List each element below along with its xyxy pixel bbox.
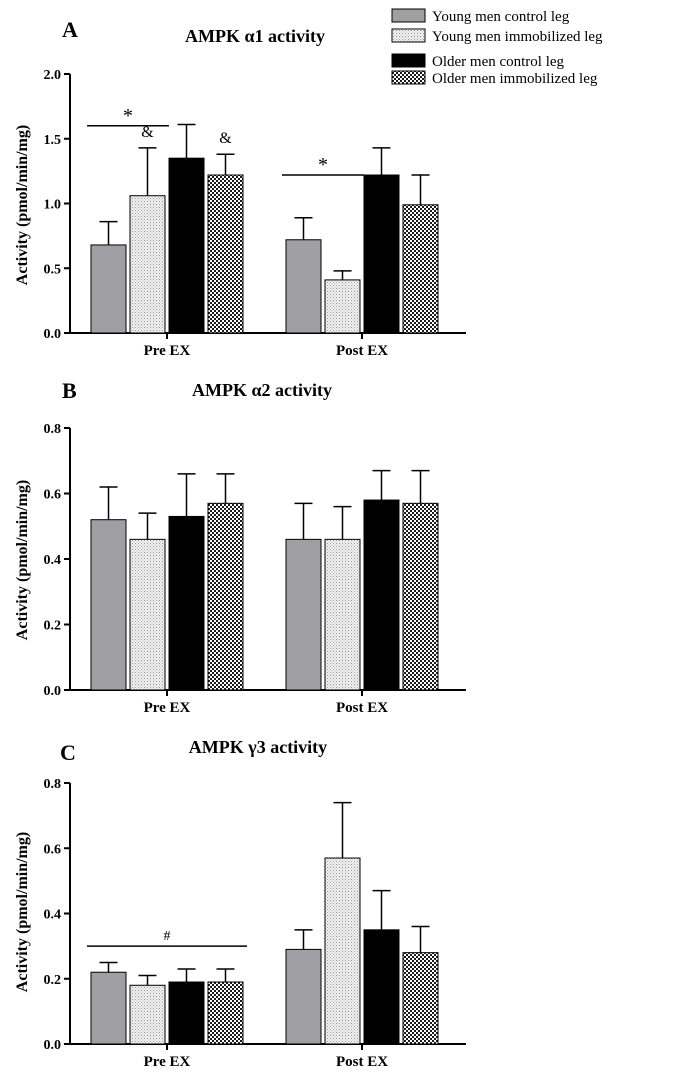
bar: [129, 984, 166, 1045]
x-tick-label: Pre EX: [144, 700, 191, 716]
legend-label-older-immobilized: Older men immobilized leg: [432, 71, 598, 87]
panel-c-letter: C: [60, 740, 76, 765]
x-tick-label: Post EX: [336, 700, 388, 716]
bar: [90, 971, 127, 1045]
bar: [285, 239, 322, 334]
bar: [168, 157, 205, 334]
y-tick-label: 0.6: [44, 488, 62, 503]
bar: [207, 981, 244, 1045]
bar: [402, 952, 439, 1045]
significance-symbol: *: [318, 154, 328, 176]
significance-symbol: &: [141, 124, 154, 141]
panel-a-ylabel: Activity (pmol/min/mg): [14, 125, 31, 285]
y-tick-label: 1.5: [44, 133, 62, 148]
bar: [168, 515, 205, 691]
y-tick-label: 0.8: [44, 777, 62, 792]
y-tick-label: 0.5: [44, 262, 62, 277]
legend-swatch-young-immobilized: [391, 28, 426, 43]
legend-label-older-control: Older men control leg: [432, 54, 565, 70]
bar: [402, 502, 439, 691]
panel-b-ylabel: Activity (pmol/min/mg): [14, 480, 31, 640]
bar: [324, 538, 361, 691]
bar: [207, 502, 244, 691]
y-tick-label: 0.4: [44, 553, 62, 568]
panel-c-plot: 0.0 0.2 0.4 0.6 0.8 Pre EX Post EX #: [44, 777, 466, 1070]
bar: [168, 981, 205, 1045]
bar: [324, 279, 361, 334]
bar: [129, 538, 166, 691]
y-tick-label: 0.8: [44, 422, 62, 437]
y-tick-label: 0.0: [44, 684, 62, 699]
x-tick-label: Post EX: [336, 343, 388, 359]
legend-swatch-older-immobilized: [391, 70, 426, 85]
panel-c-title: AMPK γ3 activity: [189, 737, 327, 757]
x-tick-label: Post EX: [336, 1054, 388, 1070]
significance-symbol: *: [123, 105, 133, 127]
bar: [90, 244, 127, 334]
legend-label-young-immobilized: Young men immobilized leg: [432, 29, 603, 45]
panel-a-letter: A: [62, 17, 78, 42]
y-tick-label: 0.2: [44, 973, 62, 988]
y-tick-label: 2.0: [44, 68, 62, 83]
legend-swatch-older-control: [391, 53, 426, 68]
y-tick-label: 0.6: [44, 842, 62, 857]
y-tick-label: 0.2: [44, 619, 62, 634]
bar: [363, 499, 400, 691]
legend: Young men control leg Young men immobili…: [391, 8, 603, 87]
legend-label-young-control: Young men control leg: [432, 9, 570, 25]
bar: [90, 519, 127, 691]
y-tick-label: 0.0: [44, 327, 62, 342]
y-tick-label: 1.0: [44, 198, 62, 213]
x-tick-label: Pre EX: [144, 1054, 191, 1070]
bar: [324, 857, 361, 1045]
bar: [207, 174, 244, 334]
significance-symbol: &: [219, 130, 232, 147]
panel-a-title: AMPK α1 activity: [185, 26, 325, 46]
bar: [129, 195, 166, 334]
y-tick-label: 0.4: [44, 908, 62, 923]
panel-b-plot: 0.0 0.2 0.4 0.6 0.8 Pre EX Post EX: [44, 422, 466, 716]
bar: [363, 174, 400, 334]
bar: [285, 948, 322, 1045]
legend-swatch-young-control: [391, 8, 426, 23]
panel-c-ylabel: Activity (pmol/min/mg): [14, 832, 31, 992]
significance-symbol: #: [164, 929, 171, 944]
panel-b-letter: B: [62, 378, 77, 403]
panel-b-title: AMPK α2 activity: [192, 380, 332, 400]
bar: [363, 929, 400, 1045]
bar: [402, 204, 439, 334]
bar: [285, 538, 322, 691]
y-tick-label: 0.0: [44, 1038, 62, 1053]
x-tick-label: Pre EX: [144, 343, 191, 359]
